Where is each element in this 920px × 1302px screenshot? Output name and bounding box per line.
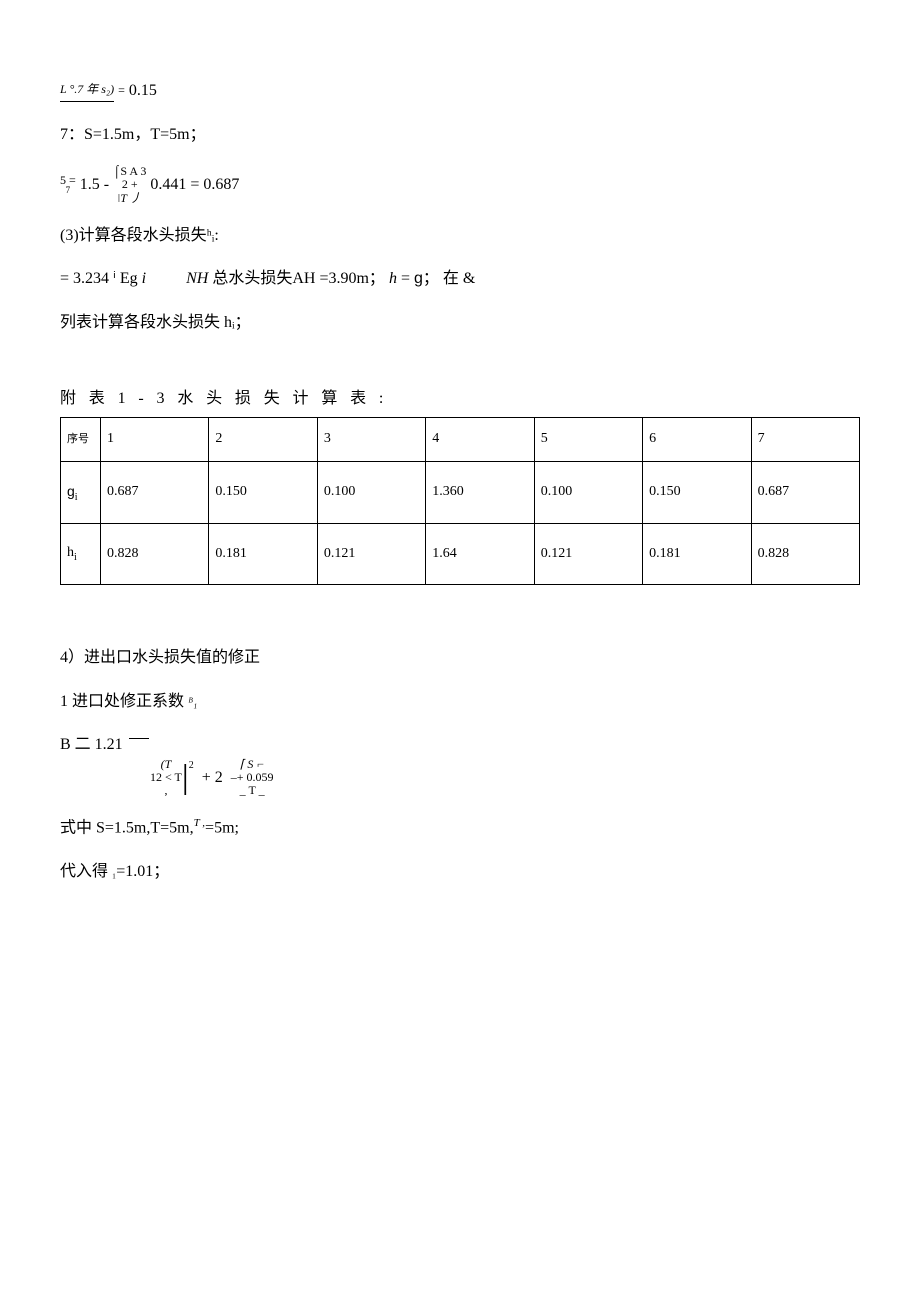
section-3-title: (3)计算各段水头损失ʰᵢ: xyxy=(60,223,860,249)
table-cell: 0.687 xyxy=(751,461,859,524)
equation-B: B 二 1.21 (T 12 < T , | 2 + 2 ⌈ S ⌐ –+ 0.… xyxy=(60,732,860,797)
table-cell: 0.687 xyxy=(100,461,208,524)
col-header: 6 xyxy=(643,418,751,461)
equation-top: L °.7 年 s₂) = 0.15 xyxy=(60,78,860,104)
row-label-g: gi xyxy=(61,461,101,524)
table-cell: 0.181 xyxy=(209,524,317,585)
line-list-calc: 列表计算各段水头损失 hᵢ； xyxy=(60,310,860,336)
line-7-params: 7：S=1.5m，T=5m； xyxy=(60,122,860,148)
eq-top-eq: = xyxy=(118,81,125,100)
eq57-mid: 1.5 - xyxy=(80,172,109,198)
headloss-table: 序号 1 2 3 4 5 6 7 gi 0.687 0.150 0.100 1.… xyxy=(60,417,860,585)
eqB-group-2: ⌈ S ⌐ –+ 0.059 _ T _ xyxy=(231,758,274,798)
table-cell: 0.121 xyxy=(317,524,425,585)
bracket-icon: | xyxy=(182,761,189,795)
equation-nh-row: = 3.234 ⁱ Eg i NH 总水头损失AH =3.90m； h = g；… xyxy=(60,266,860,292)
table-cell: 1.360 xyxy=(426,461,534,524)
table-cell: 0.181 xyxy=(643,524,751,585)
col-header: 4 xyxy=(426,418,534,461)
eq-nh-left: = 3.234 ⁱ Eg i xyxy=(60,266,146,292)
table-cell: 0.100 xyxy=(534,461,642,524)
eq57-lhs: 5 = 7 xyxy=(60,174,76,195)
col-header: 2 xyxy=(209,418,317,461)
table-row: hi 0.828 0.181 0.121 1.64 0.121 0.181 0.… xyxy=(61,524,860,585)
table-cell: 1.64 xyxy=(426,524,534,585)
line-where: 式中 S=1.5m,T=5m,T ,=5m; xyxy=(60,815,860,841)
eq57-tail: 0.441 = 0.687 xyxy=(150,172,239,198)
eqB-overline xyxy=(129,738,149,739)
eqB-group-1: (T 12 < T , | 2 xyxy=(150,758,194,798)
col-header-seq: 序号 xyxy=(61,418,101,461)
table-cell: 0.828 xyxy=(751,524,859,585)
eqB-lhs: B 二 1.21 xyxy=(60,732,123,758)
table-cell: 0.828 xyxy=(100,524,208,585)
eq-top-lhs: L °.7 年 s₂) xyxy=(60,80,114,102)
equation-57: 5 = 7 1.5 - ⌠S A 3 2 + ǀT 丿 0.441 = 0.68… xyxy=(60,165,860,205)
col-header: 1 xyxy=(100,418,208,461)
eq-top-rhs: 0.15 xyxy=(129,78,157,104)
table-title: 附表1-3水头损失计算表: xyxy=(60,386,860,412)
eq57-frac: ⌠S A 3 2 + ǀT 丿 xyxy=(113,165,146,205)
eqB-plus: + 2 xyxy=(202,765,223,791)
section-4-title: 4）进出口水头损失值的修正 xyxy=(60,645,860,671)
table-row: gi 0.687 0.150 0.100 1.360 0.100 0.150 0… xyxy=(61,461,860,524)
col-header: 3 xyxy=(317,418,425,461)
table-cell: 0.121 xyxy=(534,524,642,585)
col-header: 5 xyxy=(534,418,642,461)
table-cell: 0.150 xyxy=(643,461,751,524)
eq-nh-right: NH 总水头损失AH =3.90m； h = g； 在 & xyxy=(186,266,475,292)
line-substitute: 代入得 ₁=1.01； xyxy=(60,859,860,885)
row-label-h: hi xyxy=(61,524,101,585)
table-cell: 0.150 xyxy=(209,461,317,524)
eqB-exp: 2 xyxy=(189,758,194,774)
col-header: 7 xyxy=(751,418,859,461)
line-inlet-coef: 1 进口处修正系数 ᴮ₁ xyxy=(60,689,860,715)
table-header-row: 序号 1 2 3 4 5 6 7 xyxy=(61,418,860,461)
table-cell: 0.100 xyxy=(317,461,425,524)
